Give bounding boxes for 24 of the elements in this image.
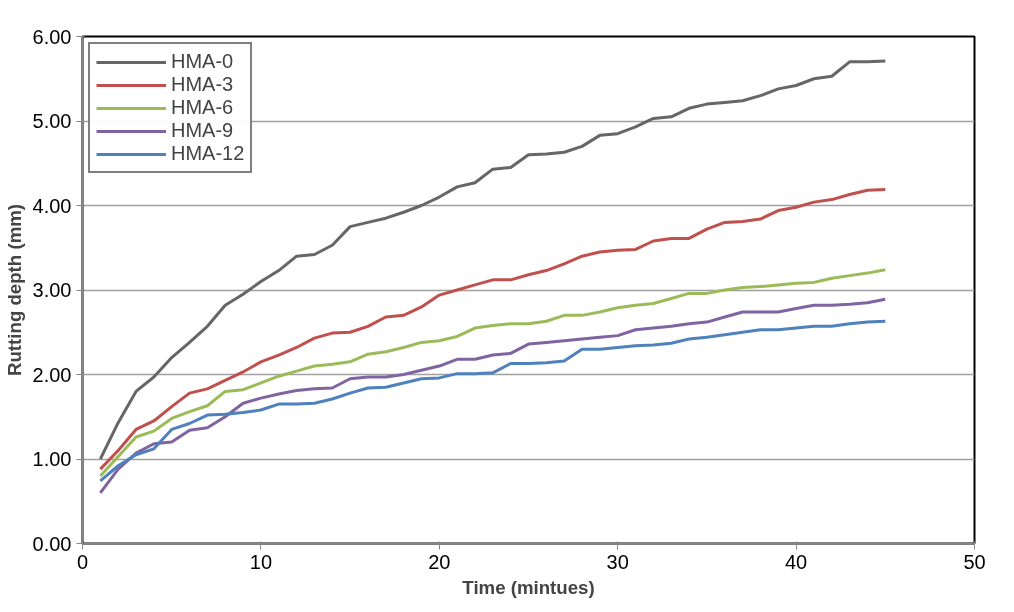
x-axis-title: Time (mintues) <box>462 576 595 598</box>
y-axis-title: Rutting depth (mm) <box>3 203 25 377</box>
legend-label: HMA-12 <box>171 142 245 165</box>
legend-label: HMA-3 <box>171 73 234 96</box>
y-tick-label: 4.00 <box>32 194 72 217</box>
x-tick-label: 50 <box>963 550 986 573</box>
y-tick-label: 1.00 <box>32 448 72 470</box>
y-tick-label: 3.00 <box>32 279 72 301</box>
y-tick-label: 5.00 <box>32 110 72 132</box>
x-tick-label: 20 <box>428 550 451 573</box>
legend-label: HMA-0 <box>171 50 234 73</box>
y-tick-label: 0.00 <box>32 532 72 555</box>
x-tick-label: 10 <box>249 550 273 573</box>
line-series <box>98 187 887 471</box>
x-tick-label: 40 <box>784 550 808 573</box>
y-tick-label: 2.00 <box>32 363 72 386</box>
line-series <box>98 297 887 495</box>
y-tick-label: 6.00 <box>32 25 72 48</box>
legend-label: HMA-9 <box>171 119 234 142</box>
line-series <box>98 268 887 478</box>
legend-label: HMA-6 <box>171 96 234 119</box>
x-tick-label: 0 <box>76 550 89 573</box>
line-series <box>98 319 887 483</box>
x-tick-label: 30 <box>606 550 629 573</box>
